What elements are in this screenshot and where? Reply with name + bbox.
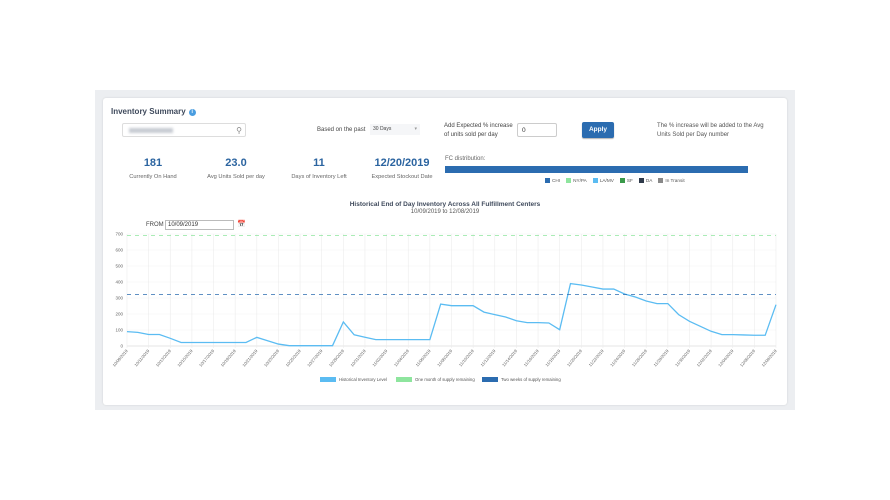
x-tick-label: 11/30/2019 <box>674 348 692 368</box>
y-tick-label: 200 <box>115 312 123 317</box>
x-tick-label: 12/04/2019 <box>717 348 735 368</box>
legend-label: One month of supply remaining <box>415 377 475 382</box>
y-tick-label: 500 <box>115 264 123 269</box>
fc-legend-sf: SF <box>619 178 633 183</box>
blurred-product-name <box>129 128 173 133</box>
x-tick-label: 10/27/2019 <box>306 348 324 368</box>
x-tick-label: 10/17/2019 <box>198 348 216 368</box>
info-icon[interactable]: i <box>188 109 196 116</box>
stat-stockout-date: 12/20/2019 Expected Stockout Date <box>371 157 433 180</box>
apply-button[interactable]: Apply <box>582 122 614 138</box>
x-tick-label: 10/13/2019 <box>155 348 173 368</box>
pct-note: The % increase will be added to the Avg U… <box>657 123 764 138</box>
x-tick-label: 10/31/2019 <box>349 348 367 368</box>
x-tick-label: 10/11/2019 <box>133 348 151 368</box>
inventory-summary-card: Inventory Summary i ⚲ Based on the past 3… <box>103 98 787 405</box>
x-tick-label: 10/09/2019 <box>111 348 129 368</box>
x-tick-label: 11/18/2019 <box>544 348 562 368</box>
x-tick-label: 11/12/2019 <box>479 348 497 368</box>
y-tick-label: 600 <box>115 248 123 253</box>
from-label: FROM <box>146 222 164 228</box>
pct-increase-input[interactable]: 0 <box>517 123 557 137</box>
y-tick-label: 0 <box>120 344 123 349</box>
legend-swatch <box>320 377 336 382</box>
fc-legend: CHI NY/PA LA/MV SF DA In Transit <box>545 178 685 183</box>
fc-legend-in-transit: In Transit <box>658 178 685 183</box>
stat-on-hand: 181 Currently On Hand <box>129 157 177 180</box>
product-search-input[interactable]: ⚲ <box>122 123 246 137</box>
legend-swatch <box>482 377 498 382</box>
x-tick-label: 11/14/2019 <box>501 348 519 368</box>
x-tick-label: 10/21/2019 <box>241 348 259 368</box>
fc-legend-da: DA <box>638 178 652 183</box>
x-tick-label: 10/19/2019 <box>220 348 238 368</box>
stat-days-left: 11 Days of Inventory Left <box>291 157 347 180</box>
page-title: Inventory Summary i <box>111 107 196 116</box>
x-tick-label: 10/15/2019 <box>176 348 194 368</box>
y-tick-label: 400 <box>115 280 123 285</box>
x-tick-label: 11/22/2019 <box>588 348 606 368</box>
chart-title: Historical End of Day Inventory Across A… <box>349 201 541 208</box>
x-tick-label: 12/02/2019 <box>696 348 714 368</box>
x-tick-label: 12/08/2019 <box>760 348 778 368</box>
x-tick-label: 10/25/2019 <box>285 348 303 368</box>
x-tick-label: 11/20/2019 <box>566 348 584 368</box>
x-tick-label: 11/16/2019 <box>523 348 541 368</box>
fc-distribution-bar-chi <box>445 166 748 173</box>
stat-avg-units: 23.0 Avg Units Sold per day <box>207 157 265 180</box>
x-tick-label: 11/28/2019 <box>652 348 670 368</box>
fc-legend-nypa: NY/PA <box>566 178 587 183</box>
search-icon[interactable]: ⚲ <box>236 126 242 135</box>
period-value: 30 Days <box>373 126 392 132</box>
pct-increase-label: Add Expected % increase of units sold per… <box>444 123 513 138</box>
x-tick-label: 10/23/2019 <box>263 348 281 368</box>
period-select[interactable]: 30 Days ▾ <box>370 124 420 135</box>
chevron-down-icon: ▾ <box>414 126 417 132</box>
x-tick-label: 11/10/2019 <box>458 348 476 368</box>
chart-subtitle: 10/09/2019 to 12/08/2019 <box>410 209 480 215</box>
x-tick-label: 11/26/2019 <box>631 348 649 368</box>
x-tick-label: 11/06/2019 <box>415 348 433 368</box>
fc-legend-lamv: LA/MV <box>592 178 614 183</box>
from-date-input[interactable]: 10/09/2019 <box>165 220 234 230</box>
fc-legend-chi: CHI <box>545 178 560 183</box>
based-on-label: Based on the past <box>317 127 366 133</box>
legend-label: Historical Inventory Level <box>339 377 387 382</box>
x-tick-label: 11/04/2019 <box>393 348 411 368</box>
legend-label: Two weeks of supply remaining <box>501 377 561 382</box>
legend-swatch <box>396 377 412 382</box>
x-tick-label: 11/08/2019 <box>436 348 454 368</box>
fc-distribution-label: FC distribution: <box>445 156 486 162</box>
inventory-chart: 0 100 200 300 400 500 600 700 10/09/2019 10/11/20… <box>111 232 778 382</box>
y-tick-label: 700 <box>115 232 123 237</box>
y-tick-label: 300 <box>115 296 123 301</box>
x-tick-label: 10/29/2019 <box>328 348 346 368</box>
calendar-icon[interactable]: 📅 <box>237 221 246 228</box>
y-tick-label: 100 <box>115 328 123 333</box>
x-tick-label: 11/02/2019 <box>371 348 389 368</box>
x-tick-label: 12/06/2019 <box>739 348 757 368</box>
x-tick-label: 11/24/2019 <box>609 348 627 368</box>
